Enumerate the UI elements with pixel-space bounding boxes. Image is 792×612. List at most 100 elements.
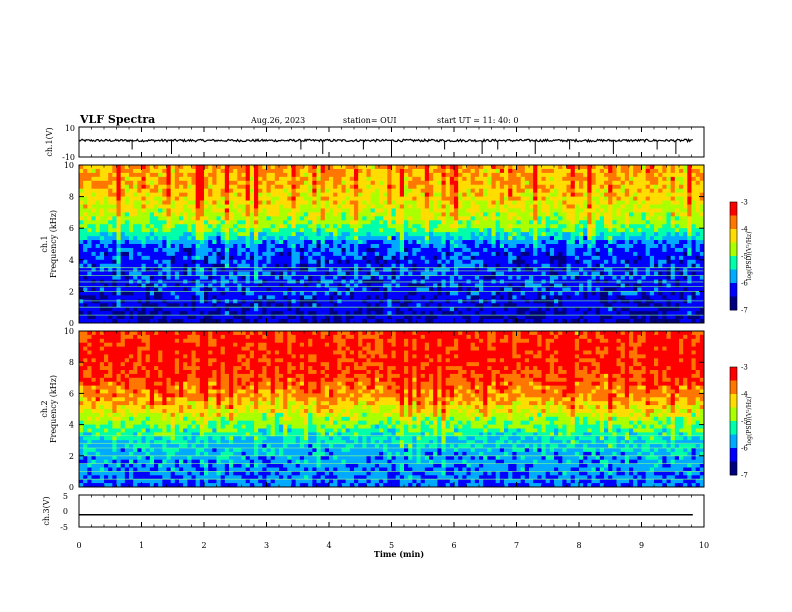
spectrogram-cell	[391, 251, 397, 257]
spectrogram-cell	[370, 255, 376, 261]
spectrogram-cell	[558, 303, 563, 308]
spectrogram-cell	[358, 172, 363, 178]
spectrogram-cell	[395, 291, 401, 296]
spectrogram-cell	[474, 232, 480, 237]
spectrogram-cell	[258, 295, 263, 300]
spectrogram-cell	[354, 196, 359, 201]
spectrogram-cell	[537, 263, 542, 269]
spectrogram-cell	[487, 240, 492, 245]
spectrogram-cell	[391, 184, 397, 190]
spectrogram-cell	[170, 236, 176, 241]
spectrogram-cell	[404, 291, 409, 296]
spectrogram-cell	[116, 311, 122, 316]
spectrogram-cell	[204, 259, 209, 265]
spectrogram-cell	[295, 192, 301, 197]
spectrogram-cell	[549, 200, 555, 205]
spectrogram-cell	[108, 224, 113, 229]
spectrogram-cell	[566, 196, 572, 201]
spectrogram-cell	[479, 180, 484, 186]
spectrogram-cell	[487, 165, 492, 170]
spectrogram-cell	[366, 200, 372, 205]
spectrogram-cell	[508, 200, 513, 205]
spectrogram-cell	[495, 295, 501, 300]
spectrogram-cell	[83, 295, 88, 300]
spectrogram-cell	[362, 295, 367, 300]
spectrogram-cell	[95, 311, 101, 316]
spectrogram-cell	[224, 176, 230, 182]
spectrogram-cell	[191, 255, 197, 261]
spectrogram-cell	[233, 315, 238, 320]
spectrogram-cell	[508, 271, 513, 276]
spectrogram-cell	[358, 299, 363, 304]
spectrogram-cell	[179, 220, 184, 225]
spectrogram-cell	[245, 319, 251, 324]
spectrogram-cell	[195, 172, 201, 178]
spectrogram-cell	[129, 287, 134, 292]
spectrogram-cell	[283, 295, 288, 300]
spectrogram-cell	[220, 255, 226, 261]
spectrogram-cell	[387, 176, 392, 182]
spectrogram-cell	[199, 200, 205, 205]
spectrogram-cell	[391, 315, 397, 320]
spectrogram-cell	[174, 303, 180, 308]
spectrogram-cell	[87, 216, 92, 221]
spectrogram-cell	[566, 200, 572, 205]
spectrogram-cell	[524, 204, 530, 209]
spectrogram-cell	[420, 220, 426, 225]
spectrogram-cell	[512, 240, 517, 245]
spectrogram-cell	[158, 240, 163, 245]
spectrogram-cell	[591, 165, 597, 170]
spectrogram-cell	[320, 184, 326, 190]
spectrogram-cell	[208, 275, 213, 280]
spectrogram-cell	[124, 247, 130, 253]
spectrogram-cell	[554, 240, 559, 245]
spectrogram-cell	[208, 165, 213, 170]
spectrogram-cell	[574, 172, 580, 178]
spectrogram-cell	[116, 184, 122, 190]
spectrogram-cell	[574, 208, 580, 213]
spectrogram-cell	[204, 204, 209, 209]
spectrogram-cell	[483, 188, 488, 194]
spectrogram-cell	[212, 283, 217, 288]
spectrogram-cell	[466, 196, 472, 201]
spectrogram-cell	[420, 255, 426, 261]
spectrogram-cell	[554, 287, 559, 292]
spectrogram-cell	[91, 208, 97, 213]
spectrogram-cell	[524, 315, 530, 320]
spectrogram-cell	[91, 196, 97, 201]
spectrogram-cell	[541, 240, 547, 245]
spectrogram-cell	[87, 307, 92, 312]
spectrogram-cell	[141, 232, 147, 237]
spectrogram-cell	[579, 291, 584, 296]
spectrogram-cell	[445, 208, 451, 213]
spectrogram-cell	[170, 176, 176, 182]
spectrogram-cell	[504, 267, 509, 273]
spectrogram-cell	[191, 315, 197, 320]
spectrogram-cell	[83, 240, 88, 245]
spectrogram-cell	[329, 216, 334, 221]
spectrogram-cell	[579, 165, 584, 170]
spectrogram-cell	[324, 228, 330, 233]
spectrogram-cell	[433, 212, 438, 217]
spectrogram-cell	[416, 196, 422, 201]
spectrogram-cell	[220, 315, 226, 320]
spectrogram-cell	[595, 204, 601, 209]
spectrogram-cell	[112, 220, 117, 225]
spectrogram-cell	[424, 259, 430, 265]
spectrogram-cell	[299, 311, 305, 316]
spectrogram-cell	[416, 275, 422, 280]
spectrogram-cell	[366, 247, 372, 253]
spectrogram-cell	[354, 291, 359, 296]
spectrogram-cell	[379, 315, 384, 320]
spectrogram-cell	[412, 224, 417, 229]
spectrogram-cell	[112, 180, 117, 186]
spectrogram-cell	[495, 172, 501, 178]
spectrogram-cell	[316, 224, 322, 229]
spectrogram-cell	[337, 291, 342, 296]
spectrogram-cell	[524, 184, 530, 190]
spectrogram-cell	[516, 267, 522, 273]
spectrogram-cell	[524, 303, 530, 308]
spectrogram-cell	[137, 255, 142, 261]
spectrogram-cell	[591, 216, 597, 221]
spectrogram-cell	[420, 240, 426, 245]
